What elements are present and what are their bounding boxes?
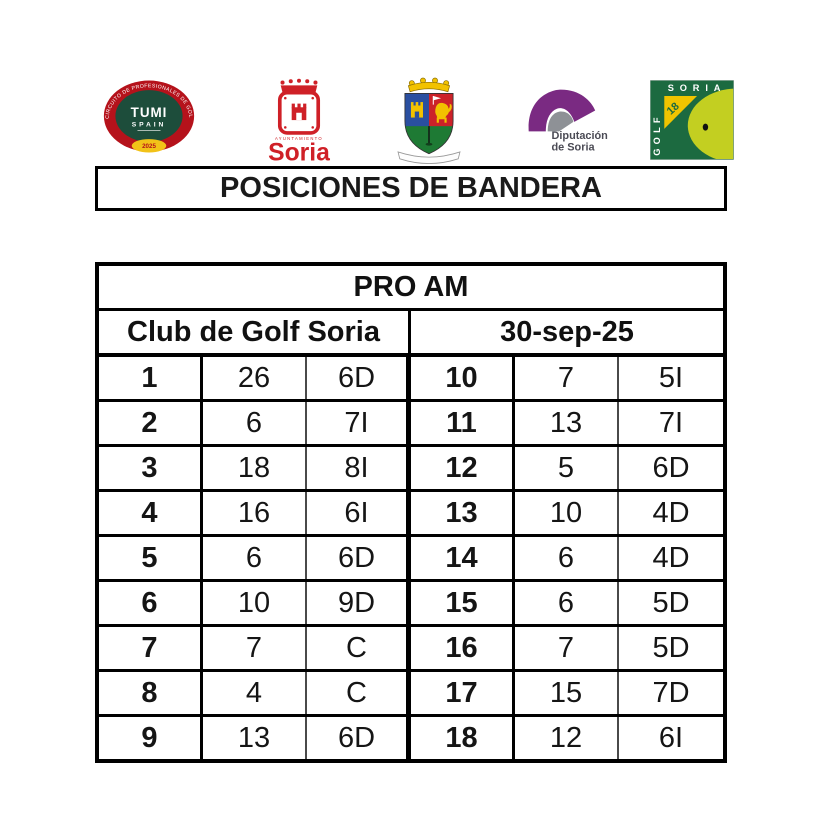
flag-distance: 6: [203, 402, 307, 444]
flag-distance: 10: [203, 582, 307, 624]
hole-number: 11: [411, 402, 515, 444]
flag-position: 7D: [652, 676, 690, 709]
ayuntamiento-text: AYUNTAMIENTO: [275, 136, 323, 141]
flag-position: 5D: [652, 586, 690, 619]
hole-number: 6: [99, 582, 203, 624]
table-row: 4 16 6I 13 10 4D: [99, 492, 723, 537]
page-title: POSICIONES DE BANDERA: [220, 172, 602, 204]
ayuntamiento-soria-logo-icon: AYUNTAMIENTO Soria: [268, 78, 330, 164]
hole-number: 1: [99, 357, 203, 399]
flag-position: 9D: [307, 582, 411, 624]
flag-distance: 12: [515, 717, 619, 759]
hole-number: 2: [99, 402, 203, 444]
hole-number: 14: [411, 537, 515, 579]
table-row: 6 10 9D 15 6 5D: [99, 582, 723, 627]
flag-position: 6D: [307, 357, 411, 399]
flag-distance: 13: [515, 402, 619, 444]
flag-distance: 6: [515, 537, 619, 579]
flag-distance: 18: [203, 447, 307, 489]
flag-position: 6I: [307, 492, 411, 534]
event-name: PRO AM: [99, 266, 723, 311]
table-row: 8 4 C 17 15 7D: [99, 672, 723, 717]
flag-distance: 26: [203, 357, 307, 399]
diputacion-text-line1: Diputación: [552, 130, 608, 142]
hole-number: 18: [411, 717, 515, 759]
hole-number: 4: [99, 492, 203, 534]
flag-position: 7I: [307, 402, 411, 444]
page-title-box: POSICIONES DE BANDERA: [95, 166, 727, 211]
hole-number: 7: [99, 627, 203, 669]
flag-position: 4D: [652, 541, 690, 574]
tumi-spain-text: SPAIN: [132, 122, 166, 129]
flag-position: C: [307, 672, 411, 714]
flag-distance: 7: [203, 627, 307, 669]
club-golf-soria-crest-icon: [397, 77, 461, 164]
table-row: 2 6 7I 11 13 7I: [99, 402, 723, 447]
hole-number: 15: [411, 582, 515, 624]
flag-position: C: [307, 627, 411, 669]
flag-position: 8I: [307, 447, 411, 489]
flag-distance: 6: [515, 582, 619, 624]
table-row: 7 7 C 16 7 5D: [99, 627, 723, 672]
event-date: 30-sep-25: [500, 315, 634, 348]
tumi-spain-circuit-logo-icon: CIRCUITO DE PROFESIONALES DE GOLF DE ESP…: [101, 78, 195, 153]
flag-position: 6D: [307, 717, 411, 759]
flag-position: 6D: [652, 451, 690, 484]
tumi-wordmark: TUMI: [131, 105, 168, 120]
flag-position: 6D: [307, 537, 411, 579]
tumi-year-text: 2025: [142, 143, 156, 150]
flag-distance: 10: [515, 492, 619, 534]
hole-number: 10: [411, 357, 515, 399]
hole-number: 16: [411, 627, 515, 669]
flag-distance: 13: [203, 717, 307, 759]
flag-distance: 7: [515, 357, 619, 399]
golf-vertical-text: GOLF: [652, 113, 662, 155]
table-subheader: Club de Golf Soria 30-sep-25: [99, 311, 723, 357]
diputacion-text-line2: de Soria: [552, 141, 596, 153]
flag-distance: 7: [515, 627, 619, 669]
table-row: 5 6 6D 14 6 4D: [99, 537, 723, 582]
hole-number: 13: [411, 492, 515, 534]
diputacion-soria-logo-icon: Diputación de Soria: [528, 89, 608, 153]
golf-soria-logo-icon: SORIA GOLF 18: [650, 80, 734, 160]
flag-position: 7I: [658, 406, 684, 439]
hole-number: 17: [411, 672, 515, 714]
golf-soria-top-text: SORIA: [668, 83, 727, 93]
club-name: Club de Golf Soria: [99, 311, 411, 353]
hole-number: 3: [99, 447, 203, 489]
hole-number: 9: [99, 717, 203, 759]
table-row: 1 26 6D 10 7 5I: [99, 357, 723, 402]
flag-positions-table: PRO AM Club de Golf Soria 30-sep-25 1 26…: [95, 262, 727, 763]
flag-position: 5I: [658, 361, 684, 394]
flag-position: 4D: [652, 496, 690, 529]
flag-distance: 16: [203, 492, 307, 534]
soria-wordmark: Soria: [268, 139, 330, 164]
hole-number: 12: [411, 447, 515, 489]
hole-number: 8: [99, 672, 203, 714]
flag-distance: 5: [515, 447, 619, 489]
flag-position: 6I: [658, 721, 684, 754]
flag-distance: 15: [515, 672, 619, 714]
flag-position: 5D: [652, 631, 690, 664]
flag-distance: 4: [203, 672, 307, 714]
logo-strip: CIRCUITO DE PROFESIONALES DE GOLF DE ESP…: [0, 76, 839, 168]
flag-distance: 6: [203, 537, 307, 579]
table-row: 3 18 8I 12 5 6D: [99, 447, 723, 492]
table-row: 9 13 6D 18 12 6I: [99, 717, 723, 759]
hole-number: 5: [99, 537, 203, 579]
